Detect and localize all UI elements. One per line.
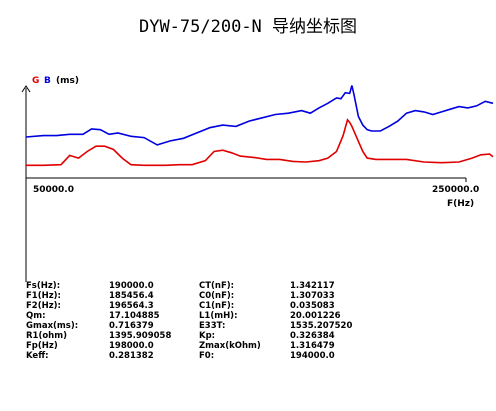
- param-value: 0.716379: [109, 321, 154, 331]
- series-line-g: [26, 118, 494, 167]
- param-label: CT(nF):: [199, 281, 235, 291]
- param-row: Fp(Hz) 198000.0 Zmax(kOhm) 1.316479: [26, 341, 380, 351]
- param-value: 0.281382: [109, 351, 154, 361]
- param-value: 1.316479: [290, 341, 335, 351]
- param-value: 198000.0: [109, 341, 154, 351]
- y-axis-arrow: [21, 85, 31, 93]
- param-label: Gmax(ms):: [26, 321, 79, 331]
- param-value: 194000.0: [290, 351, 335, 361]
- param-value: 20.001226: [290, 311, 341, 321]
- param-label: C0(nF):: [199, 291, 235, 301]
- param-row: F1(Hz): 185456.4 C0(nF): 1.307033: [26, 291, 380, 301]
- x-axis-label: F(Hz): [447, 199, 474, 209]
- param-value: 1.342117: [290, 281, 335, 291]
- param-row: Gmax(ms): 0.716379 E33T: 1535.207520: [26, 321, 380, 331]
- param-row: R1(ohm) 1395.909058 Kp: 0.326384: [26, 331, 380, 341]
- x-tick-label-start: 50000.0: [33, 185, 74, 195]
- y-label-unit: (ms): [56, 76, 79, 86]
- param-label: F0:: [199, 351, 215, 361]
- param-row: Qm: 17.104885 L1(mH): 20.001226: [26, 311, 380, 321]
- series-layer: [25, 85, 494, 167]
- x-tick-label-end: 250000.0: [432, 185, 479, 195]
- page-title: DYW-75/200-N 导纳坐标图: [138, 17, 358, 37]
- param-label: F2(Hz):: [26, 301, 61, 311]
- param-value: 0.326384: [290, 331, 335, 341]
- param-label: Fp(Hz): [26, 341, 58, 351]
- param-value: 185456.4: [109, 291, 154, 301]
- param-label: C1(nF):: [199, 301, 235, 311]
- param-value: 17.104885: [109, 311, 160, 321]
- param-value: 1395.909058: [109, 331, 172, 341]
- param-value: 0.035083: [290, 301, 335, 311]
- param-value: 190000.0: [109, 281, 154, 291]
- param-label: R1(ohm): [26, 331, 67, 341]
- param-value: 196564.3: [109, 301, 154, 311]
- series-line-b: [25, 85, 494, 146]
- param-label: Kp:: [199, 331, 216, 341]
- param-row: Keff: 0.281382 F0: 194000.0: [26, 351, 380, 361]
- param-label: F1(Hz):: [26, 291, 61, 301]
- param-label: Fs(Hz):: [26, 281, 61, 291]
- param-value: 1.307033: [290, 291, 335, 301]
- param-value: 1535.207520: [290, 321, 353, 331]
- param-label: Zmax(kOhm): [199, 341, 261, 351]
- axes: [21, 85, 467, 282]
- param-label: Qm:: [26, 311, 46, 321]
- y-label-g: G: [32, 76, 39, 86]
- param-row: Fs(Hz): 190000.0 CT(nF): 1.342117: [26, 281, 380, 291]
- y-label-b: B: [44, 76, 51, 86]
- param-label: E33T:: [199, 321, 226, 331]
- param-label: Keff:: [26, 351, 49, 361]
- param-row: F2(Hz): 196564.3 C1(nF): 0.035083: [26, 301, 380, 311]
- param-label: L1(mH):: [199, 311, 238, 321]
- parameter-table: Fs(Hz): 190000.0 CT(nF): 1.342117 F1(Hz): 185…: [26, 281, 380, 361]
